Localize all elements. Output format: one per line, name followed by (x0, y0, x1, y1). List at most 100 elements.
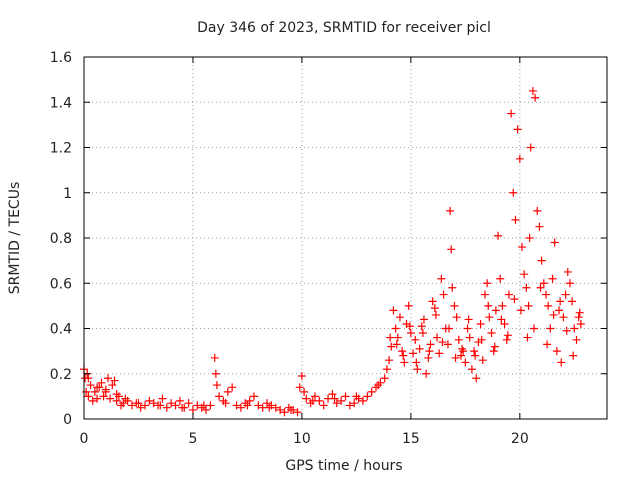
data-point-marker (535, 222, 544, 231)
data-point-marker (448, 283, 457, 292)
data-point-marker (328, 390, 337, 399)
data-point-marker (430, 304, 439, 313)
data-point-marker (546, 324, 555, 333)
data-point-marker (382, 365, 391, 374)
data-point-marker (249, 392, 258, 401)
data-point-marker (555, 306, 564, 315)
data-point-marker (528, 86, 537, 95)
data-point-marker (515, 154, 524, 163)
data-point-marker (544, 301, 553, 310)
data-point-marker (541, 290, 550, 299)
data-point-marker (389, 306, 398, 315)
data-point-marker (523, 333, 532, 342)
data-point-marker (302, 394, 311, 403)
data-point-marker (451, 353, 460, 362)
data-point-marker (167, 399, 176, 408)
x-axis-label: GPS time / hours (285, 458, 402, 474)
data-point-marker (533, 206, 542, 215)
data-point-marker (437, 274, 446, 283)
data-point-marker (522, 283, 531, 292)
data-point-marker (461, 358, 470, 367)
data-point-marker (491, 306, 500, 315)
data-point-marker (141, 401, 150, 410)
data-point-marker (494, 231, 503, 240)
data-point-marker (426, 340, 435, 349)
data-point-marker (418, 329, 427, 338)
data-point-marker (568, 297, 577, 306)
data-point-marker (576, 319, 585, 328)
data-point-marker (406, 329, 415, 338)
data-point-marker (398, 347, 407, 356)
data-point-marker (106, 394, 115, 403)
data-point-marker (88, 396, 97, 405)
data-point-marker (409, 349, 418, 358)
data-point-marker (293, 408, 302, 417)
data-point-marker (524, 301, 533, 310)
data-point-marker (84, 374, 93, 383)
data-point-marker (507, 109, 516, 118)
data-point-marker (215, 392, 224, 401)
data-point-marker (487, 329, 496, 338)
data-point-marker (570, 324, 579, 333)
data-point-marker (435, 349, 444, 358)
data-point-marker (433, 333, 442, 342)
data-point-marker (472, 374, 481, 383)
data-point-marker (490, 342, 499, 351)
data-point-marker (480, 290, 489, 299)
data-point-marker (574, 313, 583, 322)
data-point-marker (510, 295, 519, 304)
data-point-marker (232, 401, 241, 410)
data-points (80, 86, 585, 417)
data-point-marker (223, 387, 232, 396)
data-point-marker (548, 274, 557, 283)
data-point-marker (345, 401, 354, 410)
data-point-marker (559, 313, 568, 322)
data-point-marker (465, 333, 474, 342)
y-tick-label: 1.6 (50, 50, 72, 66)
data-point-marker (380, 374, 389, 383)
data-point-marker (82, 387, 91, 396)
data-point-marker (101, 387, 110, 396)
data-point-marker (387, 342, 396, 351)
data-point-marker (531, 93, 540, 102)
data-point-marker (464, 315, 473, 324)
data-point-marker (93, 383, 102, 392)
data-point-marker (484, 301, 493, 310)
data-point-marker (90, 387, 99, 396)
data-point-marker (310, 392, 319, 401)
data-point-marker (485, 313, 494, 322)
data-point-marker (374, 381, 383, 390)
data-point-marker (393, 333, 402, 342)
data-point-marker (385, 356, 394, 365)
data-point-marker (471, 351, 480, 360)
data-point-marker (513, 125, 522, 134)
data-point-marker (99, 392, 108, 401)
data-point-marker (500, 319, 509, 328)
data-point-marker (489, 347, 498, 356)
data-point-marker (363, 392, 372, 401)
data-point-marker (445, 324, 454, 333)
data-point-marker (127, 401, 136, 410)
data-point-marker (352, 392, 361, 401)
data-point-marker (156, 401, 165, 410)
data-point-marker (243, 401, 252, 410)
data-point-marker (103, 374, 112, 383)
data-point-marker (502, 335, 511, 344)
data-point-marker (569, 351, 578, 360)
data-point-marker (112, 396, 121, 405)
data-point-marker (175, 396, 184, 405)
data-point-marker (386, 333, 395, 342)
y-tick-label: 0.4 (50, 322, 72, 338)
data-point-marker (263, 399, 272, 408)
chart-title: Day 346 of 2023, SRMTID for receiver pic… (197, 20, 491, 36)
data-point-marker (280, 408, 289, 417)
data-point-marker (561, 290, 570, 299)
data-point-marker (202, 405, 211, 414)
data-point-marker (221, 399, 230, 408)
data-point-marker (391, 324, 400, 333)
data-point-marker (405, 322, 414, 331)
data-point-marker (110, 376, 119, 385)
data-point-marker (450, 301, 459, 310)
data-point-marker (93, 394, 102, 403)
data-point-marker (367, 387, 376, 396)
